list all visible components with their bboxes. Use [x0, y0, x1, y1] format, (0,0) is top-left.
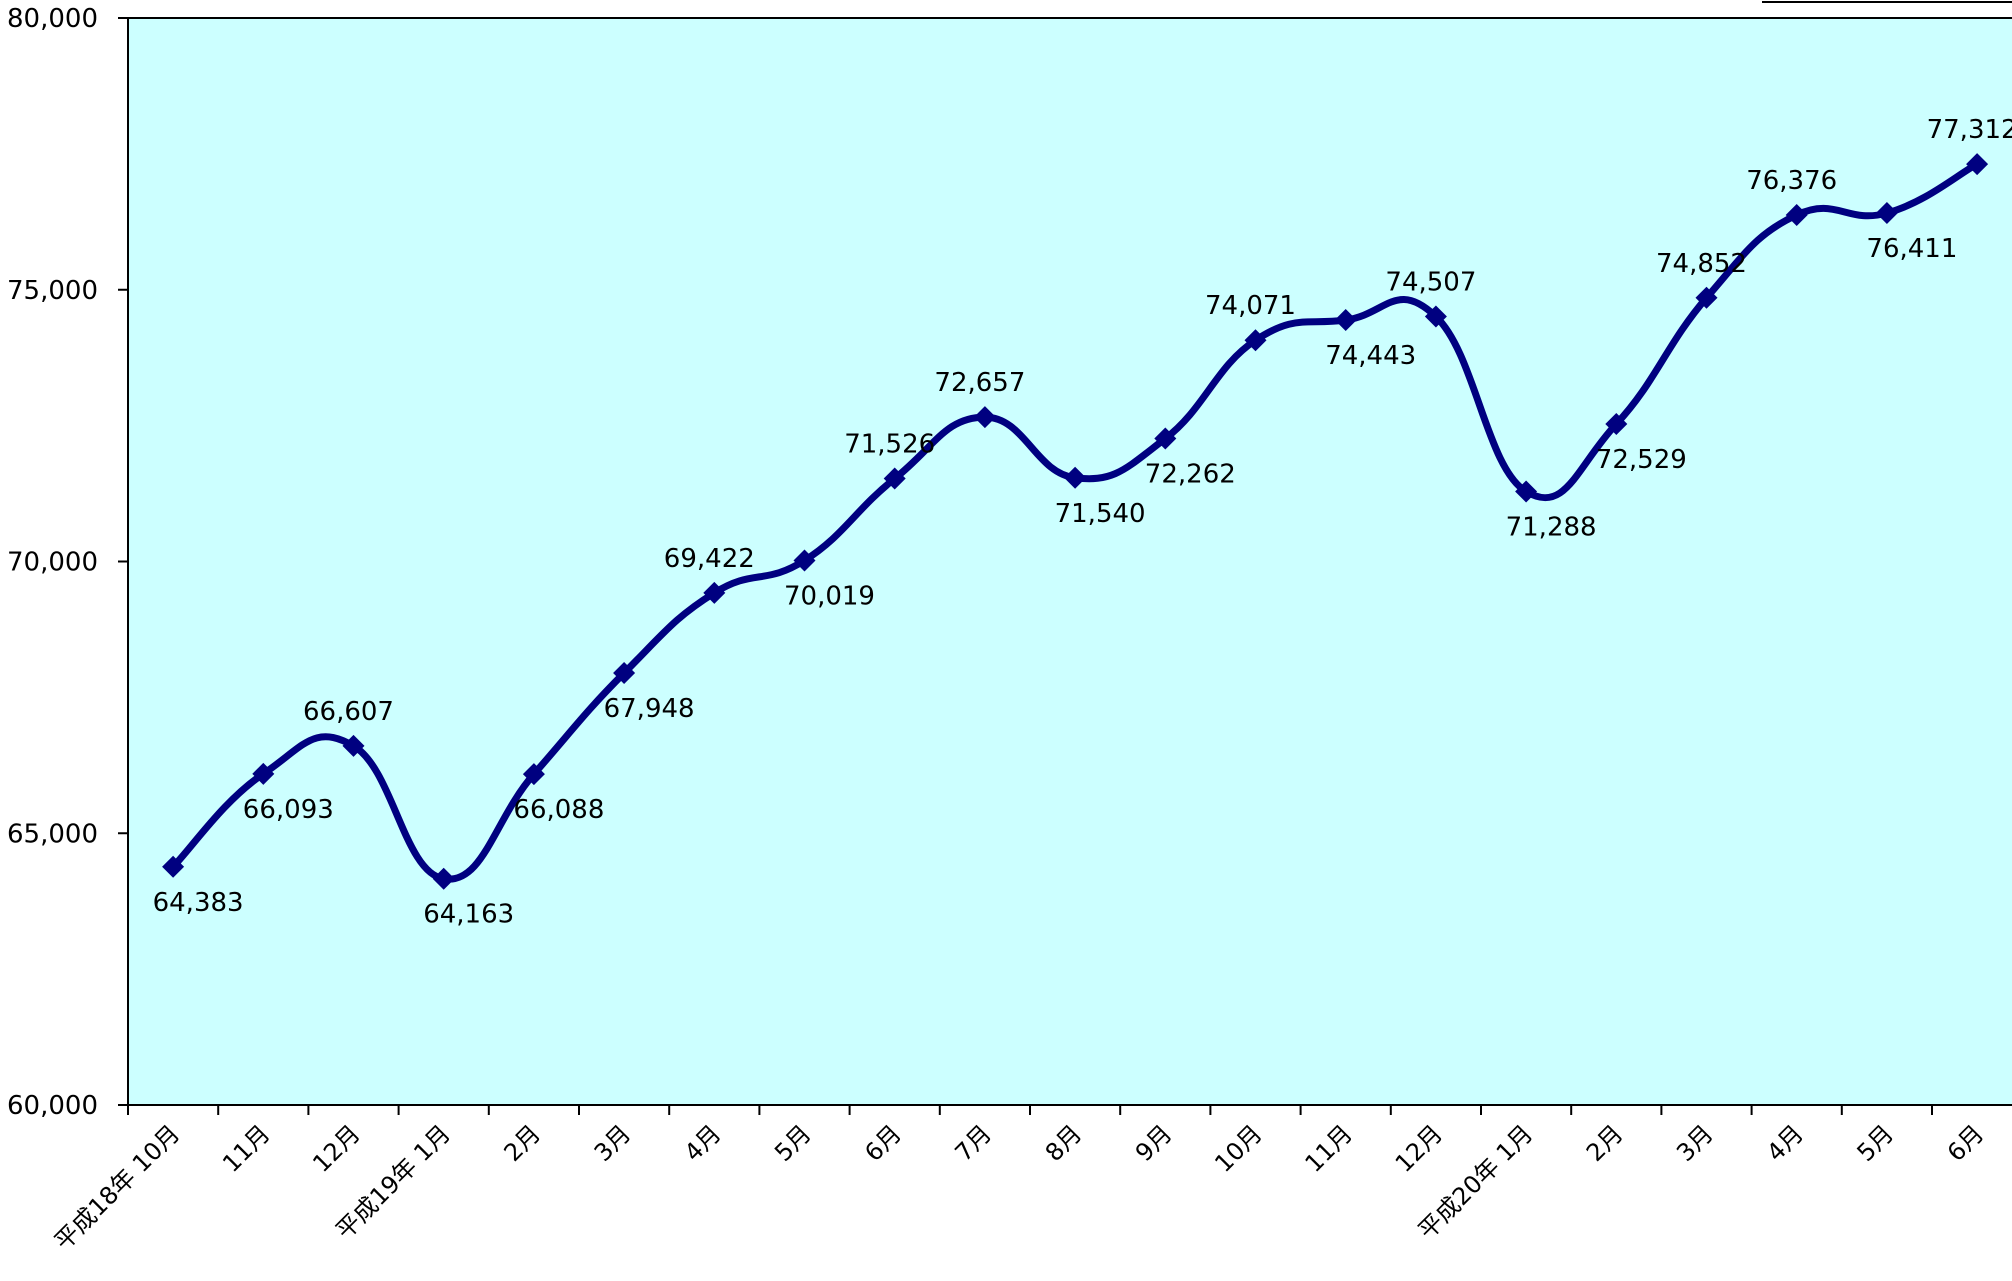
data-label: 64,163	[423, 900, 514, 930]
x-tick-label: 12月	[307, 1119, 365, 1177]
data-point	[1695, 286, 1718, 309]
data-point	[883, 467, 906, 490]
data-point	[1334, 309, 1357, 332]
x-tick-label: 平成18年 10月	[49, 1119, 185, 1255]
data-point	[1064, 466, 1087, 489]
x-tick-label: 2月	[499, 1119, 547, 1167]
data-label: 69,422	[664, 544, 755, 574]
data-label: 74,443	[1325, 341, 1416, 371]
data-label: 71,526	[844, 430, 935, 460]
data-point	[522, 763, 545, 786]
data-label: 64,383	[153, 888, 244, 918]
data-label: 77,312	[1927, 115, 2012, 145]
x-tick-label: 9月	[1130, 1119, 1178, 1167]
data-label: 66,093	[243, 795, 334, 825]
x-tick-label: 4月	[1761, 1119, 1809, 1167]
data-point	[252, 762, 275, 785]
x-tick-label: 4月	[679, 1119, 727, 1167]
data-labels: 64,383 66,093 66,607 64,163 66,088 67,948 69,4…	[153, 115, 2012, 930]
data-point	[973, 406, 996, 429]
x-tick-label: 8月	[1040, 1119, 1088, 1167]
x-tick-label: 5月	[769, 1119, 817, 1167]
data-label: 71,540	[1055, 499, 1146, 529]
data-label: 74,071	[1205, 291, 1296, 321]
data-point	[1515, 480, 1538, 503]
markers	[162, 153, 1989, 890]
data-point	[613, 662, 636, 685]
data-point	[1875, 202, 1898, 225]
y-axis: 60,000 65,000 70,000 75,000 80,000	[7, 4, 128, 1121]
data-point	[1154, 427, 1177, 450]
x-tick-label: 2月	[1581, 1119, 1629, 1167]
data-point	[432, 867, 455, 890]
plot-area	[127, 17, 2012, 1106]
data-point	[1785, 203, 1808, 226]
x-tick-label: 3月	[589, 1119, 637, 1167]
y-tick-label: 70,000	[7, 548, 98, 578]
data-point	[793, 549, 816, 572]
x-tick-label: 11月	[217, 1119, 275, 1177]
data-label: 71,288	[1506, 512, 1597, 542]
data-label: 72,529	[1596, 445, 1687, 475]
x-tick-label: 5月	[1852, 1119, 1900, 1167]
y-tick-label: 65,000	[7, 819, 98, 849]
data-label: 74,507	[1385, 268, 1476, 298]
y-tick-label: 80,000	[7, 4, 98, 34]
y-tick-label: 60,000	[7, 1091, 98, 1121]
data-point	[162, 855, 185, 878]
x-tick-label: 11月	[1300, 1119, 1358, 1177]
x-tick-label: 3月	[1671, 1119, 1719, 1167]
x-tick-label: 12月	[1390, 1119, 1448, 1177]
data-label: 74,852	[1656, 249, 1747, 279]
x-tick-label: 10月	[1209, 1119, 1267, 1177]
data-point	[1424, 305, 1447, 328]
data-point	[703, 581, 726, 604]
data-point	[1966, 153, 1989, 176]
y-tick-label: 75,000	[7, 276, 98, 306]
data-point	[1244, 329, 1267, 352]
data-label: 72,657	[934, 368, 1025, 398]
data-point	[1605, 413, 1628, 436]
data-label: 67,948	[604, 694, 695, 724]
x-tick-label: 7月	[950, 1119, 998, 1167]
data-label: 66,607	[303, 697, 394, 727]
data-label: 70,019	[784, 581, 875, 611]
x-tick-label: 6月	[1942, 1119, 1990, 1167]
data-label: 76,411	[1866, 234, 1957, 264]
data-label: 76,376	[1746, 166, 1837, 196]
data-label: 66,088	[513, 795, 604, 825]
data-point	[342, 734, 365, 757]
x-tick-label: 6月	[859, 1119, 907, 1167]
data-label: 72,262	[1145, 460, 1236, 490]
